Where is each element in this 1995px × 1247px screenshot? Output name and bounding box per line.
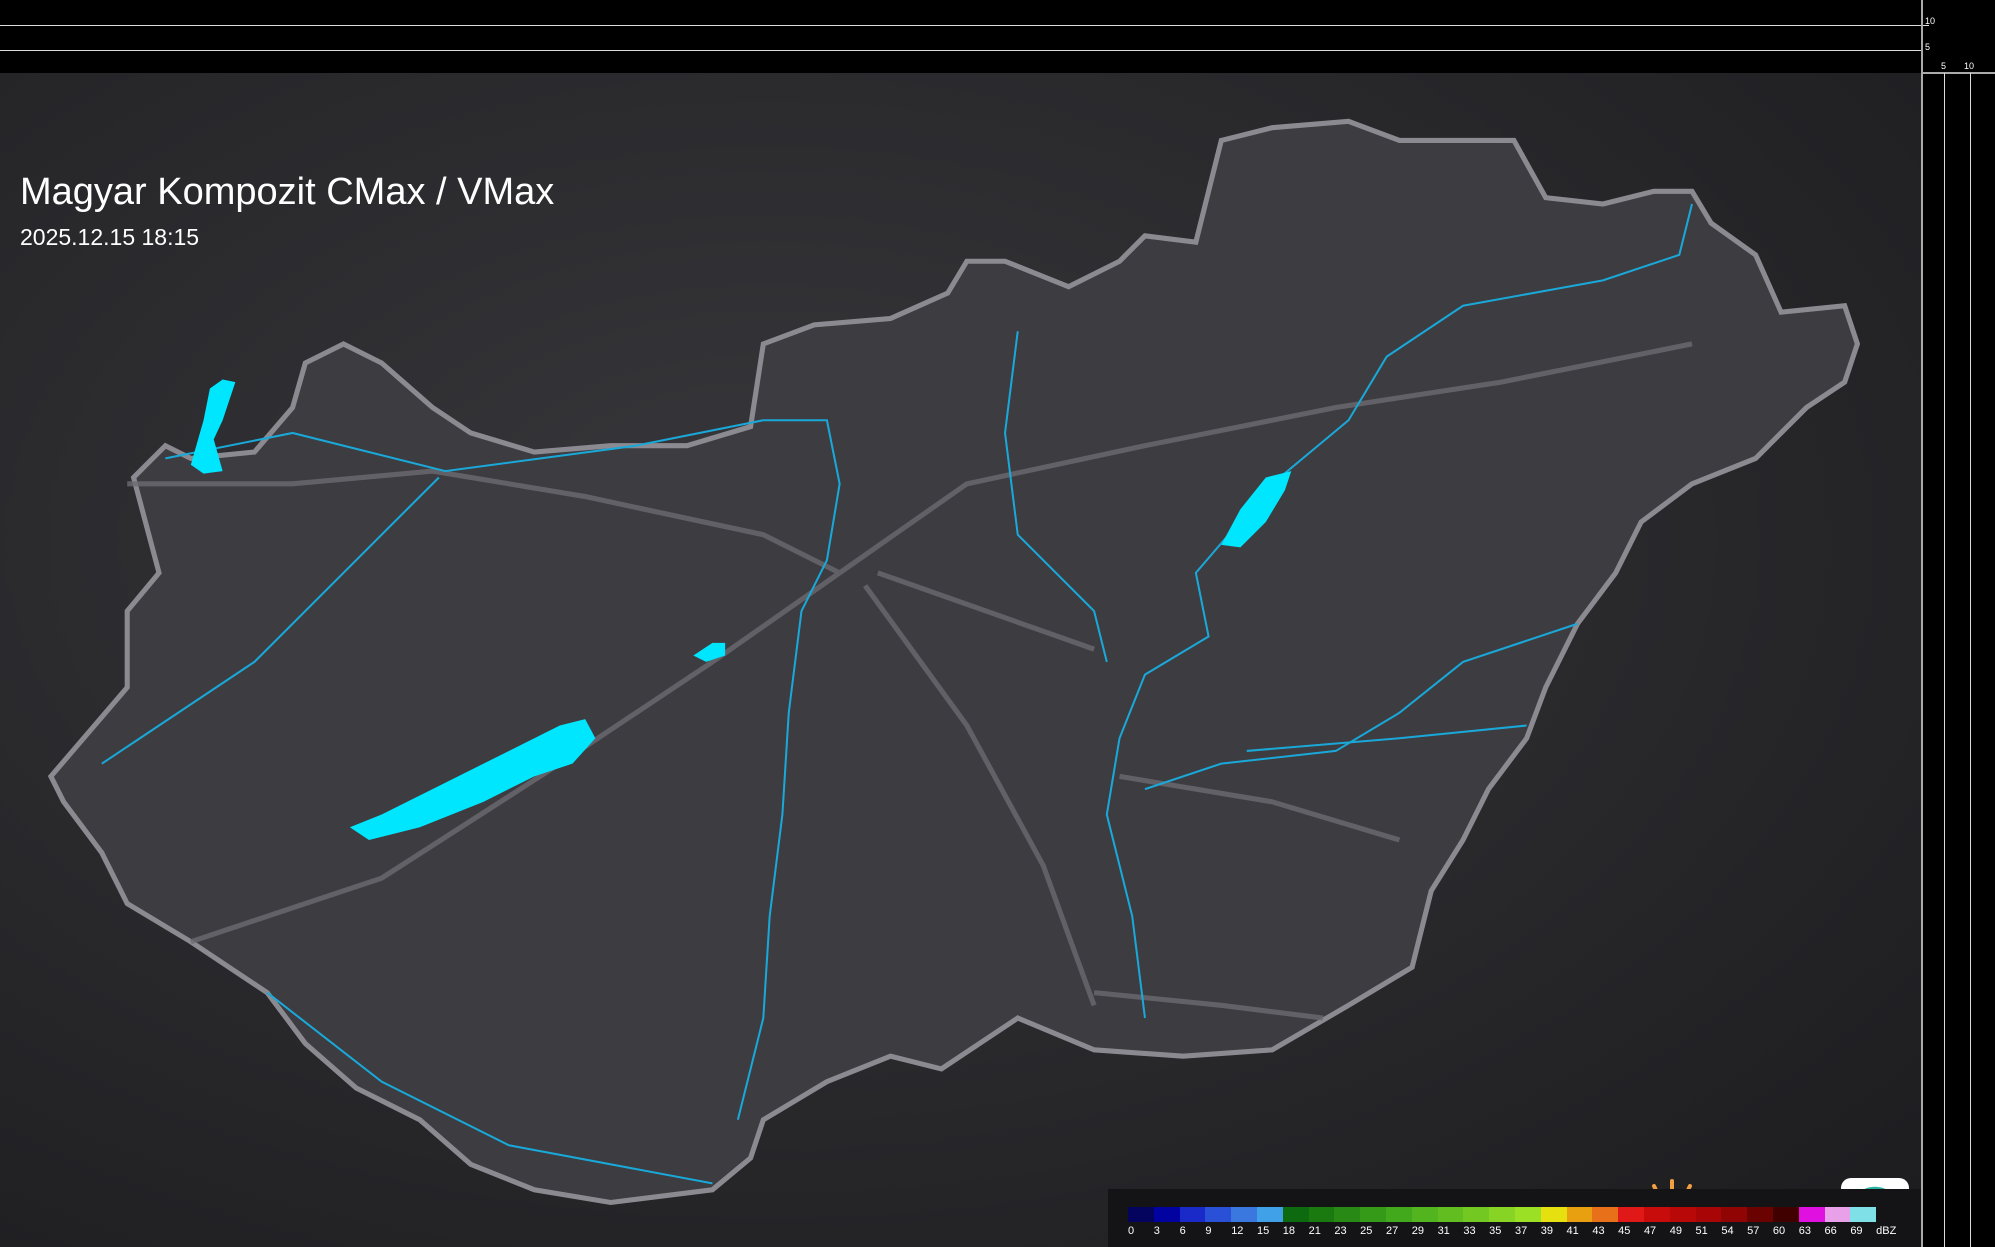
panel-divider xyxy=(1921,0,1923,1247)
legend-color-bar xyxy=(1128,1207,1877,1222)
legend-swatch xyxy=(1850,1207,1877,1222)
map-title: Magyar Kompozit CMax / VMax xyxy=(20,171,555,213)
legend-label: 49 xyxy=(1669,1225,1682,1237)
map-timestamp: 2025.12.15 18:15 xyxy=(20,224,200,250)
legend-swatch xyxy=(1514,1207,1541,1222)
legend-swatch xyxy=(1385,1207,1412,1222)
tick-h-10: 10 xyxy=(1964,61,1975,71)
legend-label: 12 xyxy=(1231,1225,1244,1237)
legend-label: 15 xyxy=(1256,1225,1270,1237)
legend-label: 27 xyxy=(1385,1225,1399,1237)
lakes xyxy=(190,379,1292,840)
roads xyxy=(127,341,1693,1021)
legend-label: 35 xyxy=(1489,1225,1502,1237)
legend-label: 47 xyxy=(1643,1225,1657,1237)
legend-swatch xyxy=(1334,1207,1361,1222)
legend-label: 57 xyxy=(1747,1225,1760,1237)
legend-label: 0 xyxy=(1128,1225,1135,1237)
scale-line-10 xyxy=(0,25,1921,26)
river-raba xyxy=(101,476,440,765)
legend-label: 45 xyxy=(1618,1225,1631,1237)
scale-vline-10 xyxy=(1970,73,1971,1247)
legend-label: 33 xyxy=(1463,1225,1476,1237)
legend-swatch xyxy=(1282,1207,1309,1222)
legend-swatch xyxy=(1128,1207,1154,1222)
lake-tisza xyxy=(1221,471,1292,548)
lake-ferto xyxy=(190,379,236,474)
legend-swatch xyxy=(1540,1207,1567,1222)
tick-h-5: 5 xyxy=(1941,61,1947,71)
legend-swatch xyxy=(1463,1207,1490,1222)
legend-swatch xyxy=(1411,1207,1438,1222)
legend-swatch xyxy=(1566,1207,1593,1222)
legend-swatch xyxy=(1798,1207,1825,1222)
legend-label: 54 xyxy=(1721,1225,1734,1237)
right-scale-panel xyxy=(1923,0,1995,1247)
legend-label: 41 xyxy=(1566,1225,1579,1237)
legend-label: 37 xyxy=(1514,1225,1528,1237)
legend-swatch xyxy=(1592,1207,1619,1222)
tick-v-10: 10 xyxy=(1925,16,1936,26)
lake-velence xyxy=(693,642,726,662)
legend-labels: 0 3 6 9 12 15 18 21 23 25 27 29 31 33 35 37 39 41 43 45 47 49… xyxy=(1128,1225,1902,1237)
legend-swatch xyxy=(1772,1207,1799,1222)
legend-label: 21 xyxy=(1308,1225,1321,1237)
scale-line-5 xyxy=(0,50,1921,51)
legend-label: 39 xyxy=(1540,1225,1553,1237)
rivers xyxy=(101,203,1693,1185)
legend-label: 43 xyxy=(1592,1225,1605,1237)
legend-label: 3 xyxy=(1153,1225,1160,1237)
lake-balaton xyxy=(349,719,596,840)
legend-label: 69 xyxy=(1850,1225,1863,1237)
scale-vline-5 xyxy=(1944,73,1945,1247)
legend-label: 31 xyxy=(1437,1225,1450,1237)
legend-swatch xyxy=(1437,1207,1464,1222)
legend-swatch xyxy=(1153,1207,1180,1222)
legend-label: 63 xyxy=(1798,1225,1811,1237)
legend-swatch xyxy=(1256,1207,1283,1222)
legend-label: 18 xyxy=(1282,1225,1296,1237)
legend-swatch xyxy=(1747,1207,1773,1222)
legend-label: 25 xyxy=(1360,1225,1373,1237)
top-scale-bar xyxy=(0,0,1921,73)
river-maros xyxy=(1246,724,1527,752)
legend-swatch xyxy=(1179,1207,1206,1222)
legend-swatch xyxy=(1360,1207,1386,1222)
legend-label: dBZ xyxy=(1876,1225,1897,1237)
legend-swatch xyxy=(1643,1207,1670,1222)
legend-label: 29 xyxy=(1411,1225,1425,1237)
scale-separator xyxy=(1923,72,1995,74)
legend-swatch xyxy=(1231,1207,1257,1222)
river-drava xyxy=(266,991,713,1185)
legend-swatch xyxy=(1695,1207,1722,1222)
hungary-map xyxy=(47,118,1861,1206)
dbz-color-legend: 0 3 6 9 12 15 18 21 23 25 27 29 31 33 35 37 39 41 43 45 47 49… xyxy=(1108,1189,1921,1247)
legend-swatch xyxy=(1205,1207,1232,1222)
legend-swatch xyxy=(1489,1207,1515,1222)
river-koros xyxy=(1144,622,1578,791)
map-area[interactable]: Magyar Kompozit CMax / VMax 2025.12.15 1… xyxy=(0,73,1921,1247)
legend-label: 23 xyxy=(1334,1225,1347,1237)
legend-label: 60 xyxy=(1772,1225,1786,1237)
legend-swatch xyxy=(1824,1207,1851,1222)
legend-label: 66 xyxy=(1824,1225,1837,1237)
legend-label: 51 xyxy=(1695,1225,1708,1237)
legend-label: 6 xyxy=(1179,1225,1186,1237)
country-outline xyxy=(47,118,1861,1206)
river-danube xyxy=(165,419,841,1121)
legend-label: 9 xyxy=(1205,1225,1212,1237)
legend-swatch xyxy=(1669,1207,1696,1222)
legend-swatch xyxy=(1308,1207,1335,1222)
tick-v-5: 5 xyxy=(1925,42,1931,52)
legend-swatch xyxy=(1618,1207,1644,1222)
river-zagyva xyxy=(1004,331,1108,663)
legend-swatch xyxy=(1721,1207,1748,1222)
